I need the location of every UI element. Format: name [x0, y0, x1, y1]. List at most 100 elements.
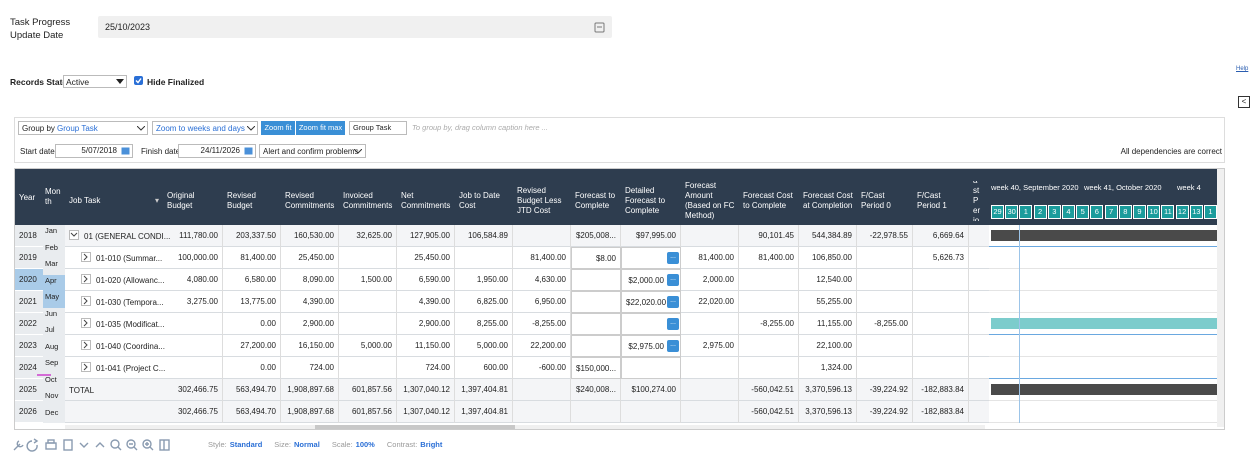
cell: 1,908,897.68 [281, 401, 339, 423]
tree-toggle[interactable] [81, 274, 91, 284]
cell: $2,975.00 [621, 335, 681, 357]
tree-toggle[interactable] [81, 252, 91, 262]
cell-value: 1,397,404.81 [461, 407, 508, 416]
month-label: Oct [45, 374, 57, 384]
detail-button[interactable]: ... [667, 296, 679, 308]
cell-value: 81,400.00 [698, 253, 734, 262]
task-name: 01-020 (Allowanc... [96, 276, 165, 285]
year-cell [15, 225, 43, 247]
tree-toggle[interactable] [69, 230, 79, 240]
start-date-input[interactable]: 5/07/2018 [55, 144, 133, 158]
column-header-text: F/Cast Period 0 [861, 191, 891, 210]
cell: 81,400.00 [513, 247, 571, 269]
cell [913, 335, 969, 357]
group-by-select[interactable]: Group by Group Task [18, 121, 148, 135]
cell [857, 269, 913, 291]
setting-value[interactable]: Normal [293, 440, 320, 449]
cell: 5,626.73 [913, 247, 969, 269]
week-label: week 4 [1177, 183, 1201, 192]
year-label: 2026 [19, 407, 37, 416]
day-label: 30 [1005, 205, 1019, 219]
cell: 12,540.00 [799, 269, 857, 291]
tree-toggle[interactable] [81, 362, 91, 372]
help-link[interactable]: Help [1236, 66, 1249, 72]
gantt-bar [991, 230, 1217, 241]
detail-button[interactable]: ... [667, 318, 679, 330]
setting-value[interactable]: Standard [229, 440, 263, 449]
month-label: Sep [45, 358, 59, 367]
cell-value: $2,000.00 [628, 276, 664, 285]
cell-value: 1,307,040.12 [403, 385, 450, 394]
gantt-row [989, 291, 1217, 313]
tree-toggle[interactable] [81, 296, 91, 306]
cell: 4,630.00 [513, 269, 571, 291]
cell-value: $240,008... [575, 385, 616, 394]
collapse-button[interactable]: < [1238, 96, 1250, 108]
cell: 1,397,404.81 [455, 379, 513, 401]
start-date-label: Start date [20, 147, 55, 156]
setting-value[interactable]: Bright [420, 440, 443, 449]
cell-value: -39,224.92 [869, 385, 908, 394]
year-cell [15, 269, 43, 291]
cell-value: 4,630.00 [534, 275, 566, 284]
cell: 22,200.00 [513, 335, 571, 357]
cell-value: 3,370,596.13 [805, 407, 852, 416]
cell-value: 5,000.00 [476, 341, 508, 350]
zoom-fit-max-button[interactable]: Zoom fit max [296, 121, 345, 135]
finish-date-input[interactable]: 24/11/2026 [178, 144, 256, 158]
month-cell [43, 241, 65, 258]
cell-value: 4,390.00 [418, 297, 450, 306]
cell [739, 357, 799, 379]
cell: $8.00 [571, 247, 621, 269]
records-state-select[interactable]: Active [63, 75, 127, 88]
year-label: 2020 [19, 275, 37, 284]
cell: 6,950.00 [513, 291, 571, 313]
hide-finalized-checkbox[interactable] [134, 76, 143, 85]
row [65, 291, 989, 313]
group-chip[interactable]: Group Task [349, 121, 407, 135]
zoom-fit-button[interactable]: Zoom fit [261, 121, 295, 135]
h-scrollbar [65, 425, 985, 429]
detail-button[interactable]: ... [667, 252, 679, 264]
row [65, 379, 989, 401]
tree-toggle[interactable] [81, 318, 91, 328]
cell-value: 22,020.00 [698, 297, 734, 306]
alert-select[interactable]: Alert and confirm problems [259, 144, 366, 158]
check-mark [135, 78, 142, 84]
cell-value: 2,900.00 [418, 319, 450, 328]
calendar-icon [594, 22, 605, 33]
cell [857, 247, 913, 269]
cell [339, 291, 397, 313]
cell-value: $2,975.00 [628, 342, 664, 351]
cell [857, 357, 913, 379]
cell-value: 22,100.00 [816, 341, 852, 350]
year-cell [15, 247, 43, 269]
cell-value: -560,042.51 [751, 407, 794, 416]
cell: 25,450.00 [281, 247, 339, 269]
chevron [83, 341, 88, 349]
column-header: Revised Budget Less JTD Cost [513, 181, 571, 221]
cell: 90,101.45 [739, 225, 799, 247]
day-label: 10 [1147, 205, 1161, 219]
cell [163, 357, 223, 379]
detail-button[interactable]: ... [667, 274, 679, 286]
cell: 3,275.00 [163, 291, 223, 313]
setting-label: Scale: [331, 440, 353, 449]
cell: 1,950.00 [455, 269, 513, 291]
cell: 127,905.00 [397, 225, 455, 247]
tree-toggle[interactable] [81, 340, 91, 350]
cell: 2,975.00 [681, 335, 739, 357]
cell-value: 32,625.00 [356, 231, 392, 240]
cell: 81,400.00 [681, 247, 739, 269]
date-input[interactable]: 25/10/2023 [98, 16, 612, 38]
zoom-select[interactable]: Zoom to weeks and days [152, 121, 258, 135]
setting-value[interactable]: 100% [355, 440, 375, 449]
cell-value: 3,370,596.13 [805, 385, 852, 394]
cell: $2,000.00 [621, 269, 681, 291]
cell: 5,000.00 [455, 335, 513, 357]
cell: 160,530.00 [281, 225, 339, 247]
cell-value: 302,466.75 [177, 385, 218, 394]
detail-button[interactable]: ... [667, 340, 679, 352]
month-label: May [45, 292, 60, 301]
year-cell [15, 379, 43, 401]
